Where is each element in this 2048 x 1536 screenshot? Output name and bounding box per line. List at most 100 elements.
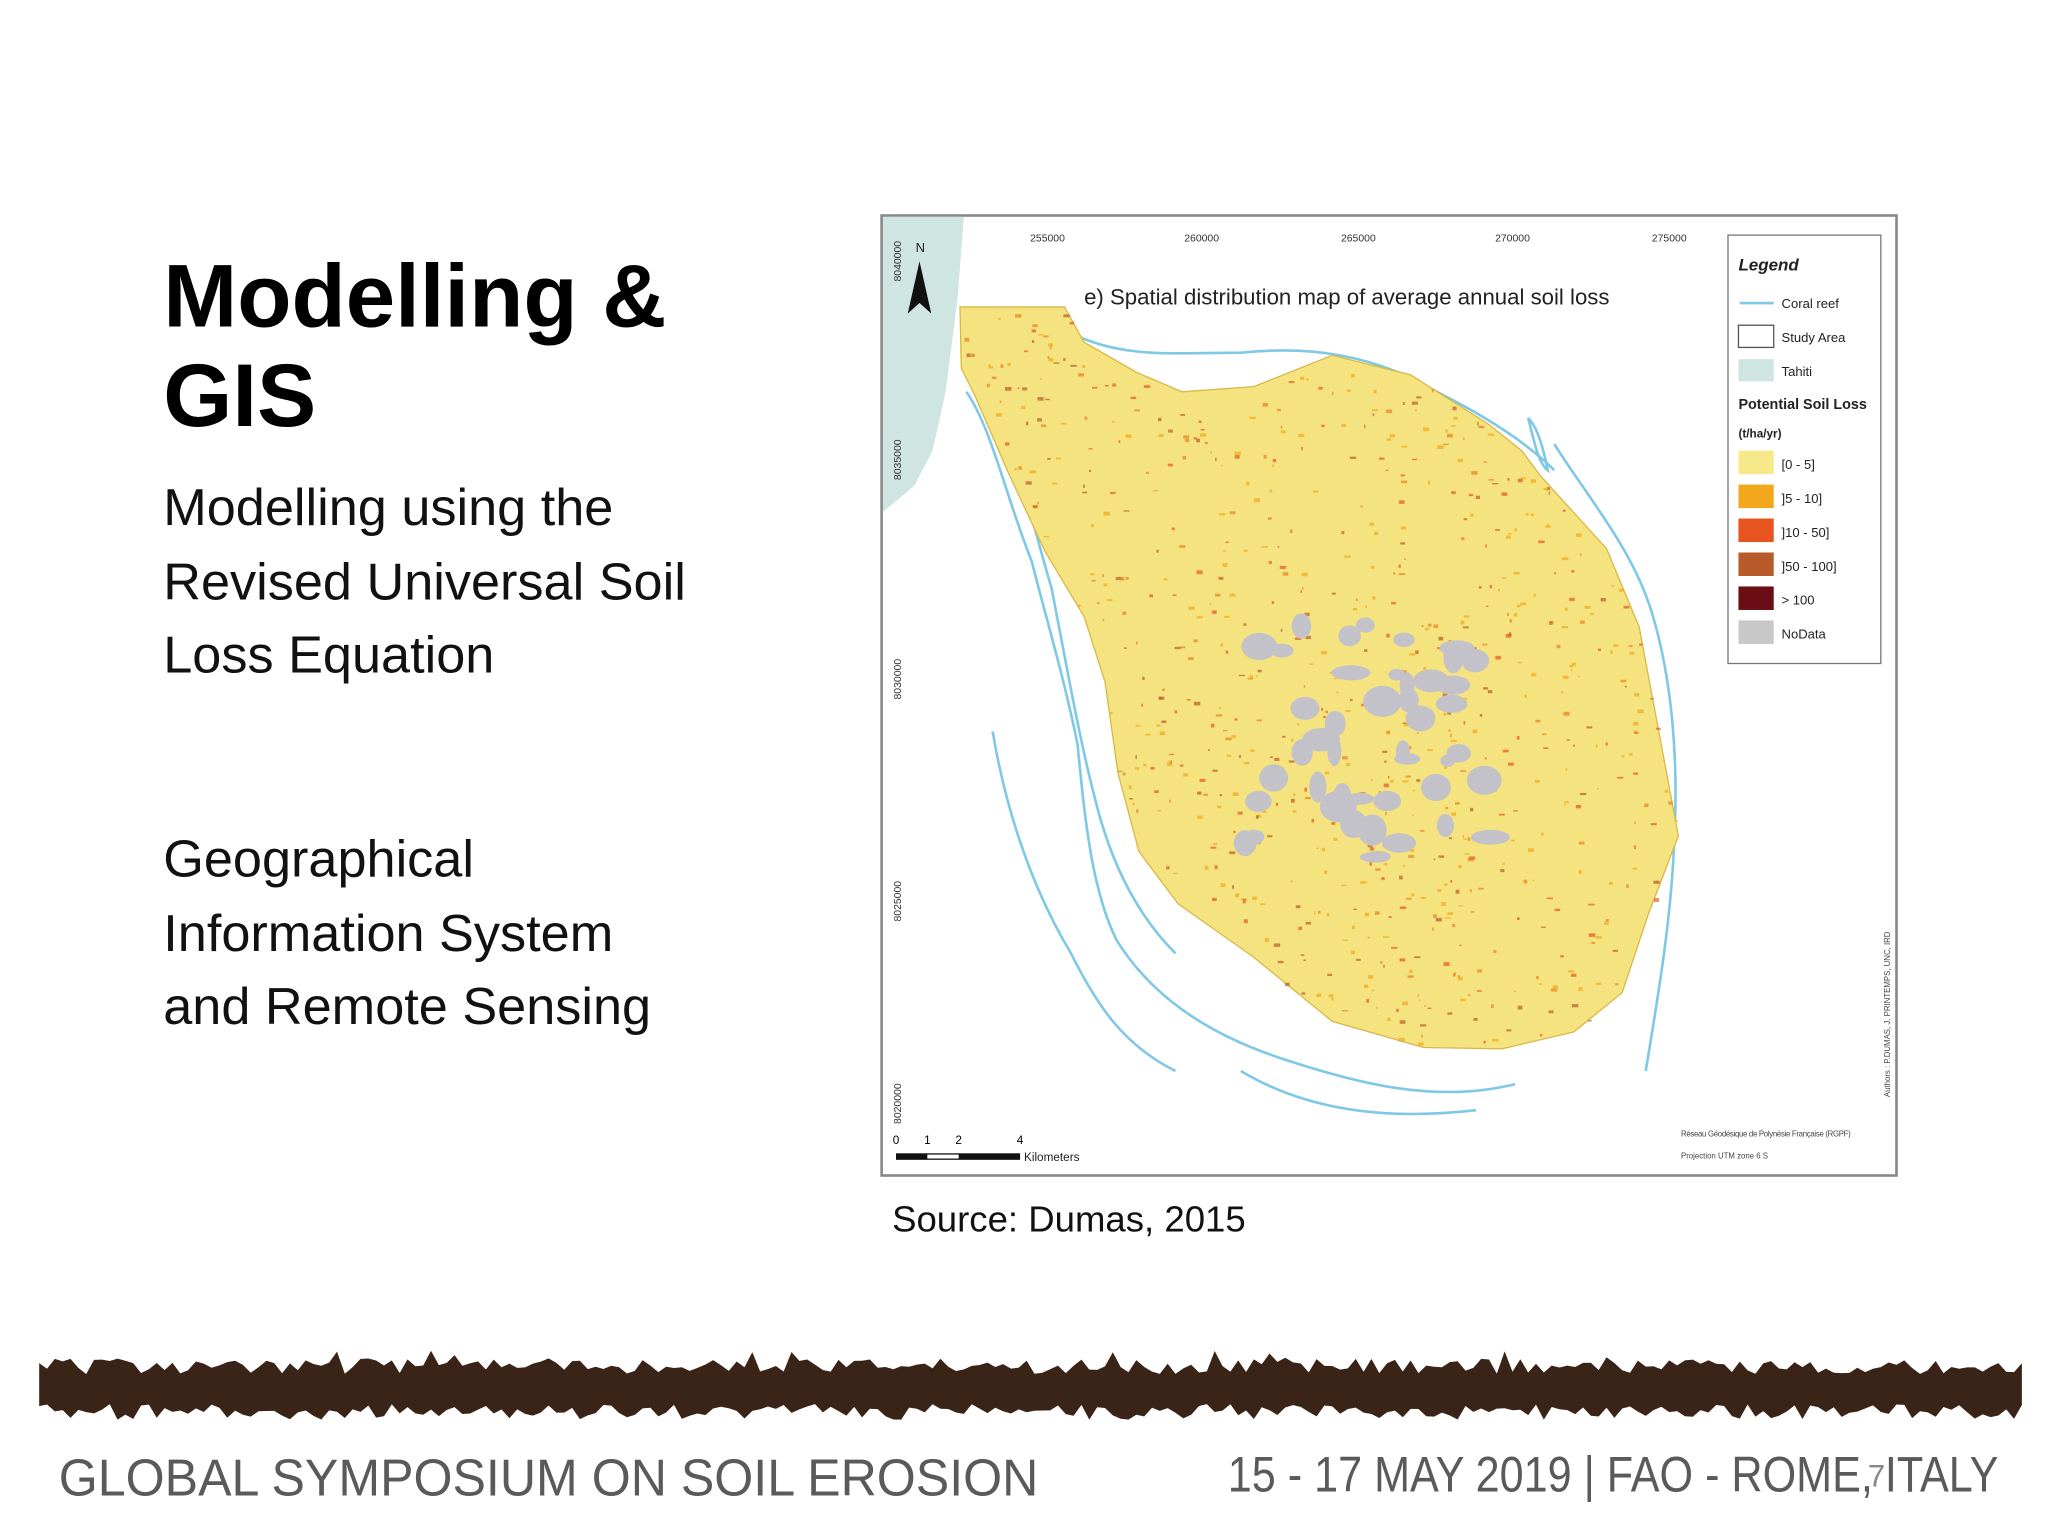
- raster-cell: [1418, 999, 1421, 1002]
- raster-cell: [1548, 1010, 1554, 1014]
- legend-swatch: [1738, 484, 1774, 509]
- raster-cell: [1478, 887, 1484, 890]
- raster-cell: [1083, 484, 1085, 488]
- raster-cell: [1005, 442, 1010, 446]
- raster-cell: [1403, 864, 1405, 867]
- raster-cell: [1345, 709, 1351, 713]
- raster-cell: [1269, 489, 1273, 493]
- raster-cell: [1368, 975, 1374, 979]
- raster-cell: [1341, 423, 1346, 427]
- raster-cell: [1400, 526, 1407, 530]
- raster-cell: [1225, 737, 1232, 741]
- raster-cell: [1213, 843, 1218, 845]
- raster-cell: [1398, 1037, 1405, 1042]
- raster-cell: [1502, 749, 1509, 753]
- raster-cell: [1232, 792, 1239, 796]
- raster-cell: [1483, 1040, 1486, 1044]
- north-arrow: N: [907, 240, 932, 314]
- raster-cell: [1242, 899, 1246, 904]
- legend-label: NoData: [1782, 627, 1827, 642]
- raster-cell: [1364, 424, 1366, 429]
- raster-cell: [1215, 457, 1217, 462]
- map-title: e) Spatial distribution map of average a…: [1084, 284, 1609, 309]
- tahiti-land: [882, 216, 964, 512]
- raster-cell: [1376, 1006, 1378, 1009]
- raster-cell: [1158, 417, 1162, 422]
- raster-cell: [1305, 921, 1311, 925]
- raster-cell: [1132, 803, 1135, 806]
- raster-cell: [1313, 490, 1319, 493]
- raster-cell: [1288, 381, 1295, 384]
- raster-cell: [1586, 726, 1593, 729]
- raster-cell: [1234, 893, 1240, 898]
- raster-cell: [1550, 620, 1554, 625]
- raster-cell: [1275, 802, 1279, 806]
- raster-cell: [1486, 605, 1489, 608]
- raster-cell: [1435, 917, 1442, 922]
- title-line: GIS: [163, 346, 316, 445]
- raster-cell: [1171, 527, 1175, 531]
- raster-cell: [1217, 805, 1222, 809]
- raster-cell: [1219, 706, 1221, 710]
- raster-cell: [1088, 469, 1091, 473]
- raster-cell: [1505, 633, 1512, 638]
- raster-cell: [1364, 912, 1370, 917]
- raster-cell: [1210, 450, 1212, 454]
- raster-cell: [1523, 879, 1528, 884]
- raster-cell: [1454, 802, 1460, 805]
- raster-cell: [1508, 762, 1514, 766]
- raster-cell: [1408, 855, 1415, 858]
- raster-cell: [1595, 982, 1602, 985]
- raster-cell: [1237, 811, 1243, 815]
- nodata-patch: [1393, 632, 1415, 647]
- raster-cell: [1447, 433, 1453, 438]
- raster-cell: [1619, 588, 1625, 592]
- raster-cell: [1637, 709, 1644, 714]
- raster-cell: [1443, 712, 1447, 716]
- raster-cell: [1215, 714, 1223, 717]
- raster-cell: [1575, 804, 1581, 809]
- raster-cell: [1040, 424, 1047, 428]
- raster-cell: [1297, 723, 1300, 726]
- raster-cell: [1536, 975, 1539, 980]
- raster-cell: [1451, 425, 1456, 427]
- raster-cell: [1134, 409, 1140, 412]
- raster-cell: [1325, 710, 1328, 714]
- raster-cell: [1450, 733, 1452, 738]
- raster-cell: [1143, 763, 1147, 767]
- legend-label: > 100: [1782, 593, 1815, 608]
- raster-cell: [1578, 987, 1583, 991]
- x-coordinate: 260000: [1184, 234, 1219, 245]
- raster-cell: [1252, 896, 1257, 900]
- source-caption: Source: Dumas, 2015: [892, 1199, 1246, 1240]
- title: Modelling & GIS: [163, 247, 666, 445]
- raster-cell: [1493, 950, 1497, 953]
- raster-cell: [1211, 897, 1217, 902]
- raster-cell: [1355, 958, 1361, 961]
- raster-cell: [1563, 711, 1570, 716]
- raster-cell: [1457, 458, 1463, 463]
- nodata-patch: [1241, 632, 1278, 661]
- raster-cell: [1029, 470, 1036, 474]
- nodata-patch: [1440, 754, 1456, 767]
- raster-cell: [1372, 989, 1374, 992]
- raster-cell: [1179, 545, 1186, 548]
- raster-cell: [1459, 944, 1462, 947]
- nodata-patch: [1373, 790, 1402, 812]
- raster-cell: [1173, 872, 1178, 875]
- raster-cell: [1380, 961, 1383, 964]
- study-area: [959, 306, 1680, 1050]
- raster-cell: [1502, 862, 1505, 866]
- raster-cell: [1538, 983, 1542, 985]
- raster-cell: [1290, 738, 1294, 742]
- raster-cell: [1369, 847, 1374, 851]
- raster-cell: [1301, 586, 1304, 590]
- raster-cell: [1569, 665, 1574, 668]
- raster-cell: [1400, 474, 1405, 477]
- raster-cell: [1196, 616, 1203, 619]
- raster-cell: [1533, 593, 1536, 597]
- raster-cell: [1489, 584, 1492, 589]
- raster-cell: [1572, 744, 1575, 747]
- raster-cell: [1169, 799, 1171, 803]
- raster-cell: [1450, 739, 1457, 743]
